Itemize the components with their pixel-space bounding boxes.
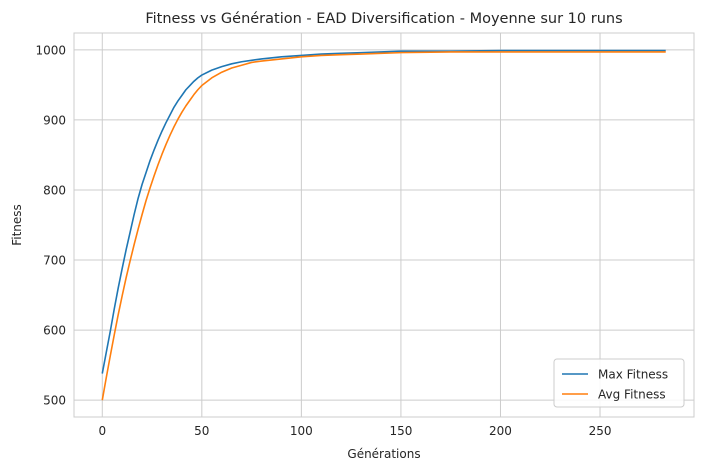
tick-labels: 0 50 100 150 200 250 500 600 700 800 900 1000 [35,43,611,438]
y-tick-label: 900 [43,113,66,127]
x-tick-label: 0 [98,424,106,438]
x-tick-label: 100 [290,424,313,438]
legend-label: Avg Fitness [598,388,666,402]
x-tick-label: 250 [589,424,612,438]
plot-frame [73,32,695,418]
series-line-max-fitness [101,49,666,374]
y-tick-label: 600 [43,324,66,338]
legend-box [553,358,685,408]
y-tick-label: 800 [43,183,66,197]
x-tick-label: 50 [194,424,209,438]
series-line-avg-fitness [101,51,666,401]
y-tick-label: 700 [43,254,66,268]
chart-title: Fitness vs Génération - EAD Diversificat… [145,11,622,27]
y-tick-label: 500 [43,394,66,408]
x-tick-label: 200 [489,424,512,438]
series-layer [101,49,666,401]
x-axis-label: Générations [347,447,420,461]
x-tick-label: 150 [389,424,412,438]
legend: Max Fitness Avg Fitness [553,358,685,408]
y-tick-label: 1000 [35,43,66,57]
legend-label: Max Fitness [598,368,668,382]
y-axis-label: Fitness [10,204,24,246]
